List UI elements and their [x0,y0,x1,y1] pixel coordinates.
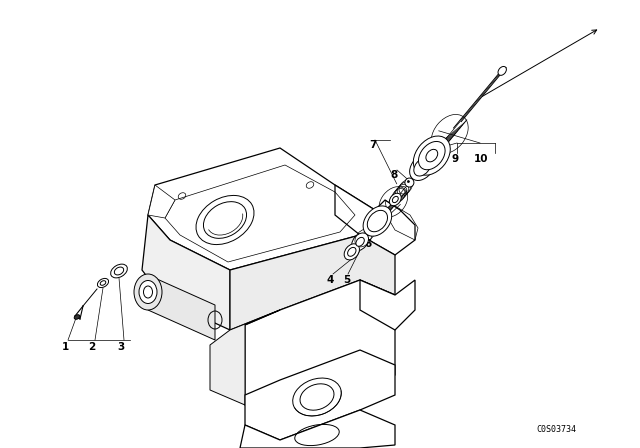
Ellipse shape [498,66,506,75]
Ellipse shape [292,378,341,416]
Ellipse shape [139,280,157,303]
Text: 10: 10 [474,154,488,164]
Ellipse shape [405,178,414,187]
Polygon shape [335,185,415,255]
Ellipse shape [115,267,124,275]
Ellipse shape [204,202,246,238]
Ellipse shape [196,195,254,245]
Text: 2: 2 [88,342,95,352]
Text: 3: 3 [117,342,125,352]
Ellipse shape [97,278,109,288]
Text: 9: 9 [451,154,459,164]
Ellipse shape [300,384,334,410]
Text: 6: 6 [367,229,371,238]
Text: 6: 6 [364,239,372,249]
Text: 8: 8 [390,170,397,180]
Ellipse shape [344,244,360,260]
Ellipse shape [363,206,392,236]
Ellipse shape [414,158,431,176]
Ellipse shape [389,193,401,206]
Ellipse shape [134,274,162,310]
Ellipse shape [408,181,410,182]
Polygon shape [148,148,375,270]
Polygon shape [210,310,280,405]
Polygon shape [148,275,215,340]
Text: 4: 4 [326,275,333,285]
Polygon shape [245,280,395,420]
Ellipse shape [367,211,387,232]
Ellipse shape [111,264,127,278]
Text: 7: 7 [369,140,377,150]
Ellipse shape [410,154,435,181]
Text: 1: 1 [61,342,68,352]
Polygon shape [230,235,395,330]
Polygon shape [245,350,395,440]
Polygon shape [240,410,395,448]
Ellipse shape [356,237,364,246]
Text: C0S03734: C0S03734 [536,425,576,434]
Ellipse shape [426,149,438,162]
Ellipse shape [143,286,152,298]
Ellipse shape [348,247,356,256]
Ellipse shape [419,142,445,170]
Polygon shape [360,280,415,330]
Polygon shape [142,215,230,330]
Polygon shape [148,185,175,218]
Text: 5: 5 [344,275,351,285]
Ellipse shape [74,314,80,319]
Ellipse shape [413,136,451,175]
Ellipse shape [392,196,398,202]
Ellipse shape [100,281,106,285]
Ellipse shape [352,233,369,251]
